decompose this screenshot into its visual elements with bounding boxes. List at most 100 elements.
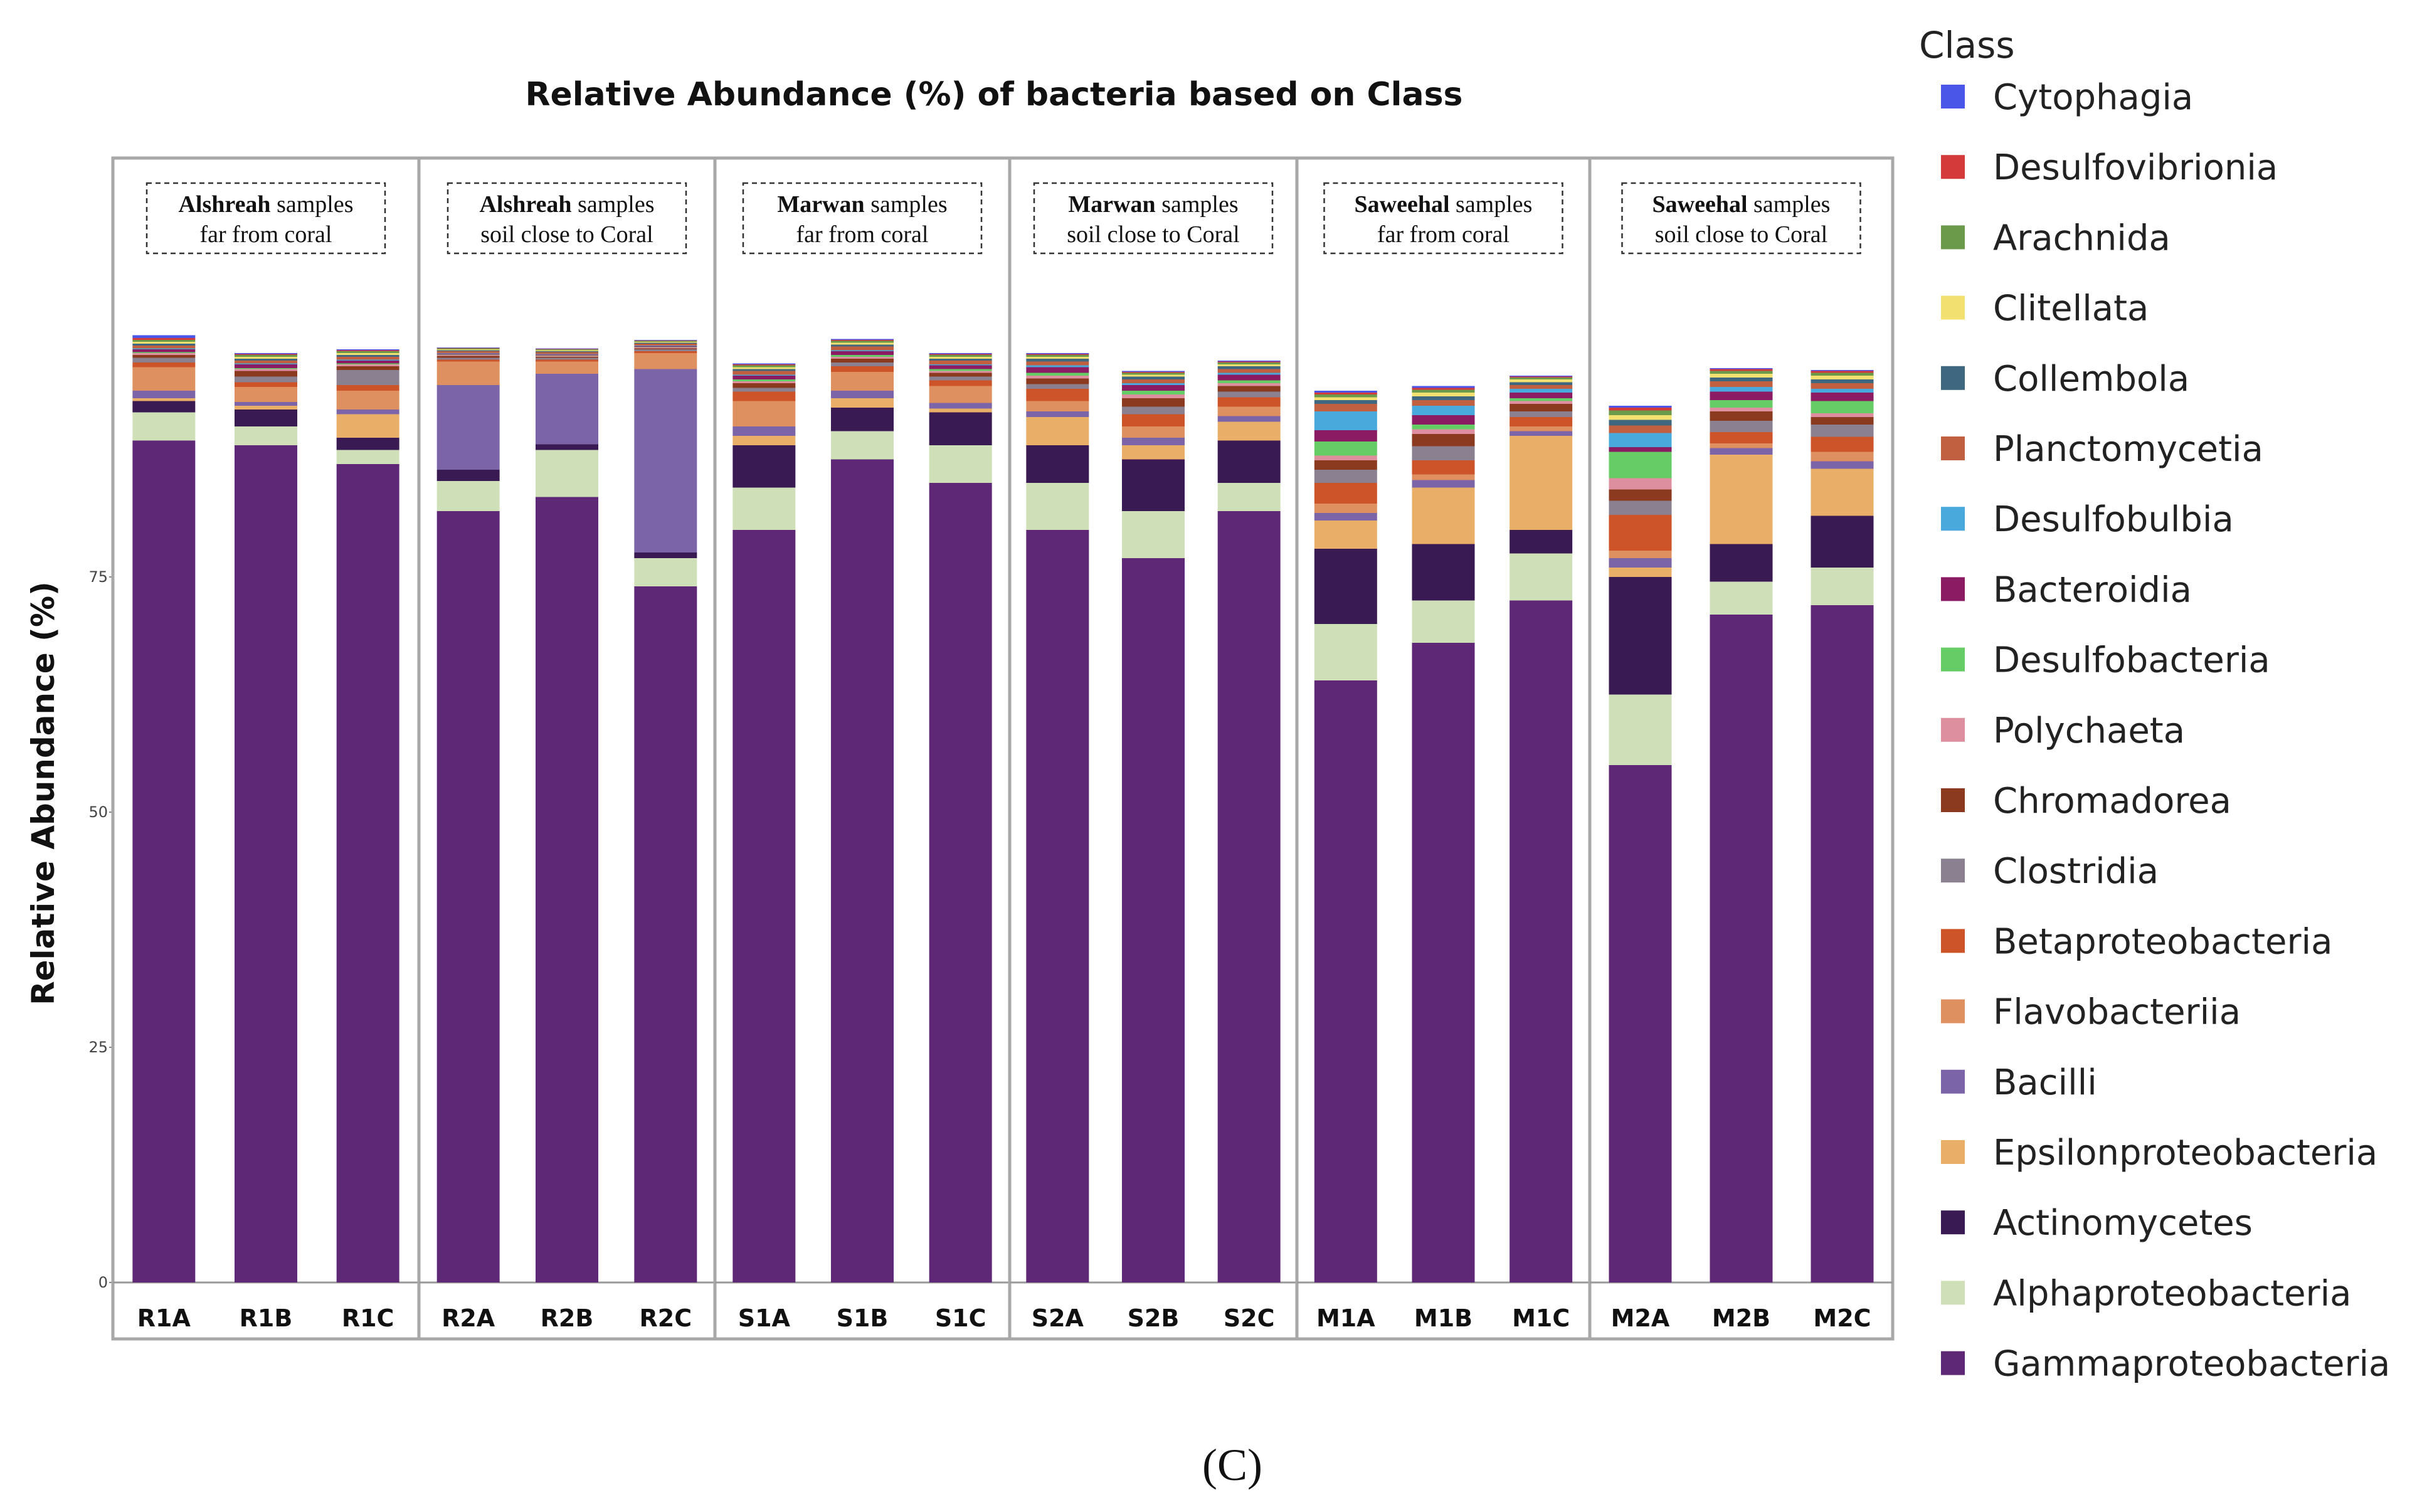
bar-segment-polychaeta (1811, 413, 1874, 417)
bar-segment-bacilli (536, 374, 598, 445)
bar-segment-bacteroidia (1710, 392, 1773, 401)
bar-segment-actinomycetes (1412, 544, 1475, 601)
bar-segment-desulfobacteria (732, 379, 795, 381)
bar-segment-actinomycetes (929, 413, 992, 446)
bar-segment-bacilli (831, 391, 894, 398)
bar-segment-desulfovibrionia (1710, 369, 1773, 371)
legend-swatch (1941, 296, 1965, 320)
legend-entry: Clostridia (1993, 851, 2159, 892)
legend-entry: Bacteroidia (1993, 569, 2192, 610)
legend-swatch (1941, 155, 1965, 179)
bar-segment-desulfobacteria (1026, 373, 1089, 376)
x-tick-label: M1C (1512, 1304, 1570, 1332)
legend-swatch (1941, 1281, 1965, 1304)
bar-segment-betaproteobacteria (831, 366, 894, 372)
bar-segment-desulfobacteria (1510, 398, 1572, 401)
bar-segment-chromadorea (1710, 411, 1773, 421)
bar-segment-actinomycetes (1710, 544, 1773, 582)
group-label-line2: far from coral (1377, 221, 1510, 248)
x-tick-label: R2C (640, 1304, 692, 1332)
bar-segment-desulfobacteria (1811, 401, 1874, 414)
bar-segment-bacteroidia (235, 364, 297, 368)
bar-segment-flavobacteriia (831, 372, 894, 391)
bar-segment-gammaproteobacteria (1710, 615, 1773, 1282)
x-tick-label: S1B (837, 1304, 889, 1332)
x-tick-label: M1A (1316, 1304, 1375, 1332)
bar-segment-cytophagia (132, 336, 195, 339)
bar-segment-desulfovibrionia (1218, 362, 1281, 363)
bar-segment-clitellata (1122, 375, 1185, 377)
bar-segment-chromadorea (1811, 417, 1874, 425)
bar-segment-flavobacteriia (1314, 504, 1377, 513)
bar-segment-actinomycetes (1026, 445, 1089, 483)
group-label-line1: Alshreah samples (479, 191, 654, 218)
bar-segment-bacteroidia (437, 354, 500, 355)
bar-segment-collembola (437, 351, 500, 352)
bar-segment-desulfobacteria (929, 369, 992, 371)
legend-swatch (1941, 648, 1965, 672)
legend-entry: Actinomycetes (1993, 1203, 2253, 1244)
bar-segment-alphaproteobacteria (929, 445, 992, 483)
bar-segment-flavobacteriia (536, 362, 598, 374)
group-label-line1: Saweehal samples (1652, 191, 1831, 218)
bar-segment-gammaproteobacteria (1412, 643, 1475, 1282)
bar-segment-desulfobacteria (235, 368, 297, 369)
bar-segment-epsilonproteobacteria (1122, 445, 1185, 460)
bar-segment-cytophagia (1412, 386, 1475, 388)
bar-segment-arachnida (1811, 373, 1874, 376)
x-axis-ticks: R1A R1B R1C R2A R2B R2C S1A S1B S1C S2A S2B S2C M1A M… (137, 1304, 1871, 1332)
y-tick-label: 0 (98, 1274, 108, 1291)
bar-segment-epsilonproteobacteria (132, 398, 195, 401)
bar-segment-clostridia (1026, 384, 1089, 389)
x-tick-label: S2B (1128, 1304, 1180, 1332)
bar-segment-arachnida (235, 355, 297, 357)
bar-segment-gammaproteobacteria (536, 497, 598, 1283)
bar-segment-epsilonproteobacteria (1510, 436, 1572, 530)
bar-segment-alphaproteobacteria (536, 450, 598, 497)
bar-segment-collembola (536, 351, 598, 352)
bar-segment-flavobacteriia (929, 386, 992, 403)
bar-segment-collembola (1026, 359, 1089, 362)
bar-segment-bacteroidia (1218, 375, 1281, 381)
bar-segment-clitellata (1510, 379, 1572, 383)
bar-segment-arachnida (536, 349, 598, 351)
bar-segment-bacteroidia (1314, 430, 1377, 441)
bar-segment-planctomycetia (132, 346, 195, 349)
group-site-name: Saweehal (1652, 191, 1748, 218)
bar-segment-bacteroidia (732, 376, 795, 379)
bar-segment-bacteroidia (1510, 393, 1572, 398)
bar-segment-arachnida (831, 341, 894, 343)
legend-swatch (1941, 1140, 1965, 1164)
bar-segment-bacilli (1218, 416, 1281, 422)
bar-segment-planctomycetia (634, 344, 697, 346)
bar-segment-arachnida (337, 351, 399, 353)
bar-segment-flavobacteriia (437, 362, 500, 386)
bar-segment-bacilli (337, 410, 399, 415)
bar-segment-clitellata (1811, 376, 1874, 379)
bar-segment-clostridia (1510, 411, 1572, 417)
bar-segment-clostridia (1811, 425, 1874, 437)
bar-segment-flavobacteriia (1218, 407, 1281, 416)
figure-caption: (C) (1202, 1440, 1262, 1490)
bar-segment-planctomycetia (1314, 404, 1377, 411)
bar-segment-alphaproteobacteria (1510, 554, 1572, 601)
group-site-name: Marwan (1068, 191, 1155, 218)
bar-segment-planctomycetia (1510, 385, 1572, 389)
bar-segment-collembola (831, 345, 894, 347)
bar-segment-clostridia (1314, 470, 1377, 483)
bar-segment-planctomycetia (929, 361, 992, 364)
legend-entry: Flavobacteriia (1993, 992, 2241, 1033)
legend-swatch (1941, 85, 1965, 108)
bar-segment-planctomycetia (1122, 379, 1185, 383)
bar-segment-cytophagia (337, 349, 399, 351)
group-label-line2: soil close to Coral (480, 221, 653, 248)
bar-segment-desulfobulbia (1026, 366, 1089, 367)
bar-segment-flavobacteriia (1609, 551, 1672, 558)
bar-segment-betaproteobacteria (536, 360, 598, 362)
bar-segment-cytophagia (1710, 368, 1773, 369)
bar-segment-chromadorea (634, 349, 697, 350)
bar-segment-betaproteobacteria (1218, 398, 1281, 407)
bar-segment-desulfovibrionia (929, 354, 992, 356)
bar-segment-chromadorea (337, 366, 399, 370)
group-label-suffix: samples (572, 191, 655, 218)
